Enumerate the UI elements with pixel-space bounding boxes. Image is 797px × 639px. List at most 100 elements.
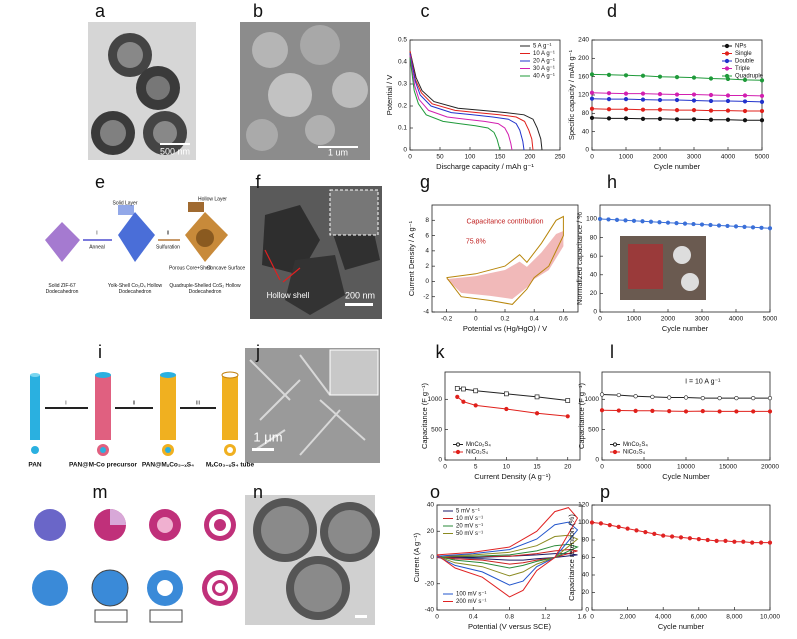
y-tick-label: -20 — [425, 580, 435, 587]
y-tick-label: 80 — [582, 110, 590, 117]
y-axis-label: Specific capacity / mAh g⁻¹ — [567, 49, 576, 140]
marker — [614, 217, 620, 222]
marker — [599, 408, 605, 413]
x-tick-label: 2,000 — [619, 614, 636, 621]
marker — [640, 107, 646, 112]
legend-label: 5 A g⁻¹ — [533, 44, 552, 50]
marker — [599, 392, 605, 397]
y-tick-label: 0 — [403, 147, 407, 154]
marker — [683, 395, 689, 400]
diagram-m — [32, 509, 238, 623]
y-axis-label: Normalized capacitance / % — [575, 212, 584, 305]
marker — [657, 91, 663, 97]
y-tick-label: 0.1 — [398, 125, 407, 132]
panel-label: f — [255, 172, 261, 192]
x-tick-label: 0 — [435, 614, 439, 621]
scale-bar-label: 500 nm — [160, 146, 190, 156]
legend-label: NPs — [735, 44, 746, 50]
legend-label: NiCo₂S₄ — [466, 450, 489, 456]
tem-image-f: 200 nm Hollow shell — [250, 186, 382, 319]
y-tick-label: 2 — [425, 263, 429, 270]
marker — [606, 107, 612, 112]
marker — [674, 221, 679, 226]
marker — [640, 116, 646, 121]
marker — [767, 395, 773, 401]
panel-label: p — [600, 482, 610, 502]
marker — [734, 395, 739, 401]
marker — [623, 73, 629, 78]
x-tick-label: 0 — [598, 316, 602, 323]
sem-image-b: 1 um — [240, 22, 370, 160]
y-axis-label: Capacitance (F g⁻¹) — [420, 382, 429, 449]
diagram-label: Concave Surface — [207, 265, 246, 271]
x-tick-label: 50 — [436, 154, 444, 161]
marker — [534, 394, 540, 400]
x-tick-label: 5000 — [755, 154, 770, 161]
line — [436, 549, 578, 565]
marker — [597, 216, 603, 222]
line — [436, 521, 579, 586]
legend-marker — [724, 51, 730, 56]
marker — [640, 73, 646, 78]
x-tick-label: 0 — [590, 614, 594, 621]
legend-label: Double — [735, 59, 755, 65]
y-tick-label: -40 — [425, 607, 435, 614]
marker — [589, 72, 595, 77]
x-axis-label: Cycle number — [662, 324, 709, 333]
marker — [640, 91, 646, 96]
marker — [717, 395, 722, 401]
line — [409, 50, 534, 151]
marker — [733, 224, 739, 229]
legend-label: 10 A g⁻¹ — [533, 51, 555, 57]
legend-label: MnCo₂S₄ — [623, 442, 648, 448]
marker — [734, 409, 739, 414]
diagram-label: MₓCo₃₋ₓS₄ tube — [206, 462, 255, 469]
marker — [648, 219, 654, 224]
y-tick-label: 40 — [582, 572, 590, 579]
legend-label: 20 mV s⁻¹ — [456, 524, 483, 530]
marker — [699, 222, 705, 227]
marker — [674, 92, 680, 97]
diagram-label: PAN@MₓCo₃₋ₓS₄ — [142, 462, 194, 469]
marker — [657, 116, 663, 121]
x-axis-label: Potential vs (Hg/HgO) / V — [463, 324, 547, 333]
marker — [725, 117, 731, 122]
y-axis-label: Current (A g⁻¹) — [412, 532, 421, 582]
y-tick-label: 200 — [578, 55, 589, 62]
panel-label: i — [98, 342, 102, 362]
tem-image-a: 500 nm — [88, 22, 196, 160]
y-tick-label: 4 — [425, 248, 429, 255]
scale-bar-label: 200 nm — [345, 290, 375, 300]
x-tick-label: 150 — [495, 154, 506, 161]
legend-label: 20 A g⁻¹ — [533, 59, 555, 65]
marker — [725, 108, 731, 113]
marker — [767, 540, 773, 545]
y-tick-label: 60 — [590, 253, 598, 260]
marker — [742, 77, 748, 82]
marker — [657, 107, 663, 112]
panel-label: k — [436, 342, 446, 362]
legend-marker — [724, 66, 730, 71]
legend-label: MnCo₂S₄ — [466, 442, 491, 448]
legend-marker — [724, 58, 730, 64]
y-tick-label: 0 — [585, 607, 589, 614]
marker — [661, 533, 666, 538]
marker — [750, 225, 756, 230]
area — [446, 231, 564, 299]
panel-label: h — [607, 172, 617, 192]
tem-image-n — [245, 495, 380, 625]
marker — [708, 92, 714, 98]
marker — [708, 222, 713, 228]
y-tick-label: 0 — [438, 457, 442, 464]
y-axis-label: Current Density / A g⁻¹ — [407, 220, 416, 296]
marker — [751, 409, 756, 414]
marker — [461, 399, 466, 404]
x-tick-label: 10 — [503, 464, 511, 471]
y-tick-label: 8 — [425, 217, 429, 224]
marker — [623, 107, 629, 112]
x-tick-label: 3000 — [695, 316, 710, 323]
line — [409, 50, 543, 151]
marker — [634, 528, 639, 533]
y-tick-label: 0 — [585, 147, 589, 154]
diagram-e — [45, 202, 228, 262]
